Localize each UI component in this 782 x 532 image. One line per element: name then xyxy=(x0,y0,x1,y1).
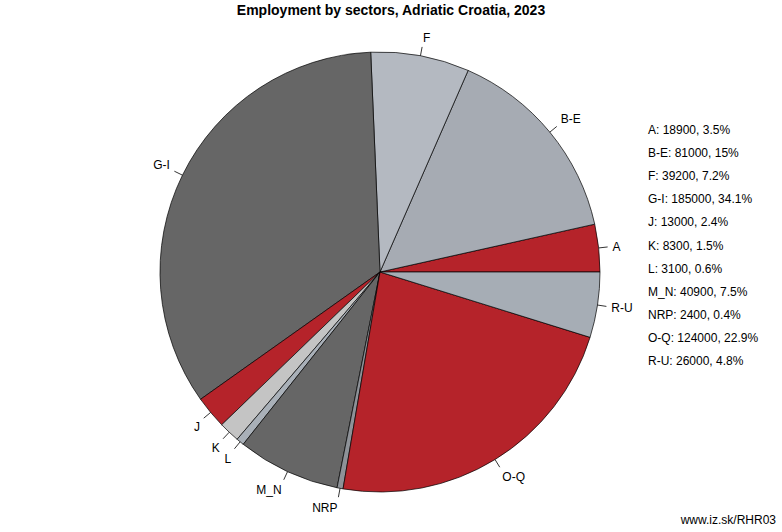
slice-label: R-U xyxy=(611,301,632,315)
leader-line xyxy=(550,126,557,132)
slice-label: K xyxy=(212,441,220,455)
title: Employment by sectors, Adriatic Croatia,… xyxy=(237,2,546,18)
leader-line xyxy=(223,432,229,439)
legend-entry: A: 18900, 3.5% xyxy=(648,123,730,137)
slice-label: A xyxy=(613,240,621,254)
legend-entry: M_N: 40900, 7.5% xyxy=(648,285,748,299)
leader-line xyxy=(495,460,500,468)
legend-entry: J: 13000, 2.4% xyxy=(648,215,728,229)
slice-label: M_N xyxy=(256,483,281,497)
legend-entry: NRP: 2400, 0.4% xyxy=(648,308,741,322)
slice-label: J xyxy=(194,420,200,434)
slice-label: G-I xyxy=(153,158,170,172)
slice-label: O-Q xyxy=(502,470,525,484)
slices xyxy=(160,52,600,492)
source: www.iz.sk/RHR03 xyxy=(680,513,777,527)
leader-line xyxy=(174,171,182,175)
leader-line xyxy=(284,472,288,480)
slice-label: B-E xyxy=(561,112,581,126)
leader-line xyxy=(338,488,340,497)
leader-line xyxy=(420,47,422,56)
legend-entry: R-U: 26000, 4.8% xyxy=(648,354,744,368)
leader-line xyxy=(598,305,607,306)
leader-line xyxy=(234,442,240,449)
legend-entry: O-Q: 124000, 22.9% xyxy=(648,331,758,345)
legend-entry: K: 8300, 1.5% xyxy=(648,239,724,253)
legend-entry: L: 3100, 0.6% xyxy=(648,262,722,276)
legend-entry: G-I: 185000, 34.1% xyxy=(648,192,752,206)
chart: Employment by sectors, Adriatic Croatia,… xyxy=(0,0,782,532)
slice-label: NRP xyxy=(312,501,337,515)
slice xyxy=(371,52,468,272)
leader-line xyxy=(599,246,608,248)
legend-entry: F: 39200, 7.2% xyxy=(648,169,730,183)
slice xyxy=(380,272,600,337)
slice-label: L xyxy=(225,452,232,466)
leader-line xyxy=(204,412,211,418)
slice-label: F xyxy=(423,31,430,45)
legend-entry: B-E: 81000, 15% xyxy=(648,146,739,160)
